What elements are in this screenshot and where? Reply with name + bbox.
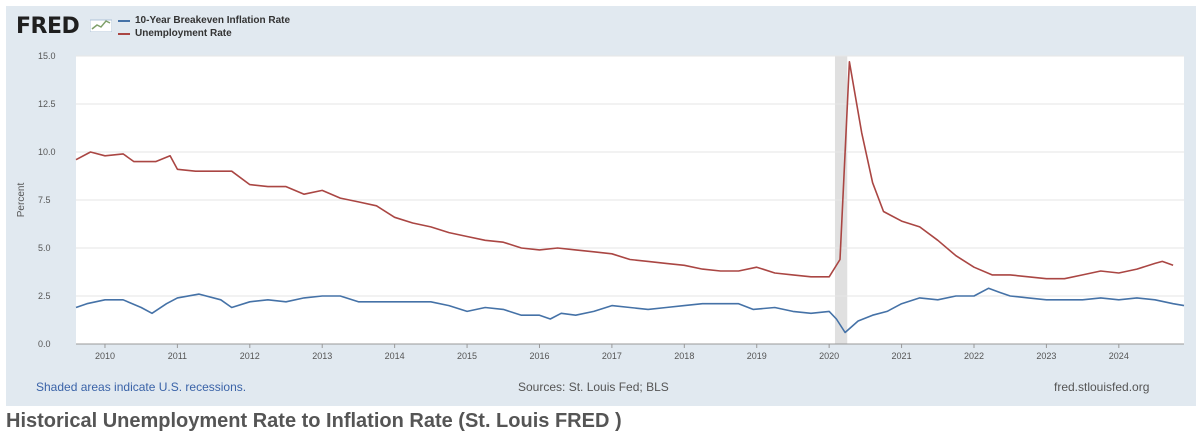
- x-tick-label-7: 2017: [602, 351, 622, 361]
- legend-item-unemployment[interactable]: Unemployment Rate: [118, 27, 290, 40]
- legend-item-inflation[interactable]: 10-Year Breakeven Inflation Rate: [118, 14, 290, 27]
- y-axis-title: Percent: [16, 183, 27, 218]
- chart-panel: 0.0 2.5 5.0 7.5 10.0 12.5 15.0 2010 2011 2012 2013…: [6, 6, 1196, 406]
- x-tick-label-8: 2018: [674, 351, 694, 361]
- x-tick-label-0: 2010: [95, 351, 115, 361]
- x-tick-label-4: 2014: [385, 351, 405, 361]
- x-tick-label-3: 2013: [312, 351, 332, 361]
- chart-legend: 10-Year Breakeven Inflation Rate Unemplo…: [118, 14, 290, 40]
- x-tick-label-6: 2016: [529, 351, 549, 361]
- x-tick-label-11: 2021: [892, 351, 912, 361]
- chart-canvas: 0.0 2.5 5.0 7.5 10.0 12.5 15.0 2010 2011 2012 2013…: [16, 51, 1185, 361]
- fred-graph-icon: [90, 19, 112, 32]
- x-tick-label-13: 2023: [1036, 351, 1056, 361]
- y-tick-label-1: 2.5: [38, 291, 51, 301]
- y-tick-label-3: 7.5: [38, 195, 51, 205]
- legend-swatch-inflation: [118, 19, 130, 22]
- series-line-inflation: [75, 287, 1185, 334]
- legend-label-inflation: 10-Year Breakeven Inflation Rate: [135, 15, 291, 26]
- x-tick-label-1: 2011: [168, 351, 187, 361]
- y-tick-label-4: 10.0: [38, 147, 56, 157]
- page-caption: Historical Unemployment Rate to Inflatio…: [6, 410, 622, 432]
- y-tick-label-6: 15.0: [38, 51, 56, 61]
- legend-label-unemployment: Unemployment Rate: [135, 28, 232, 39]
- sources-text: Sources: St. Louis Fed; BLS: [518, 380, 669, 394]
- x-tick-label-10: 2020: [819, 351, 839, 361]
- y-tick-label-0: 0.0: [38, 339, 51, 349]
- y-tick-label-5: 12.5: [38, 99, 56, 109]
- y-tick-label-2: 5.0: [38, 243, 51, 253]
- recession-note: Shaded areas indicate U.S. recessions.: [36, 380, 247, 394]
- x-tick-label-5: 2015: [457, 351, 477, 361]
- x-tick-label-12: 2022: [964, 351, 984, 361]
- fred-logo: FRED: [16, 14, 80, 39]
- x-tick-label-2: 2012: [240, 351, 260, 361]
- legend-swatch-unemployment: [118, 32, 130, 35]
- site-link[interactable]: fred.stlouisfed.org: [1054, 380, 1150, 394]
- x-tick-label-9: 2019: [747, 351, 767, 361]
- series-line-unemployment: [75, 60, 1174, 280]
- x-tick-label-14: 2024: [1109, 351, 1129, 361]
